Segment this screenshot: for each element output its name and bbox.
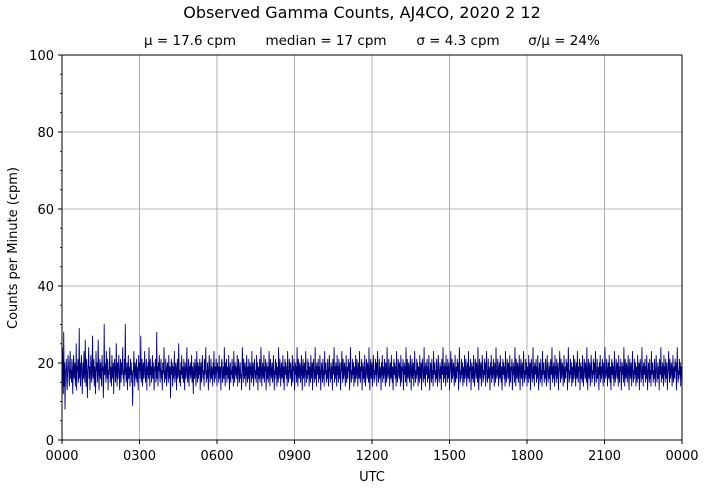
x-tick-label: 0900	[278, 449, 311, 464]
y-tick-label: 40	[37, 280, 54, 295]
x-axis-label: UTC	[359, 470, 385, 485]
y-tick-label: 80	[37, 126, 54, 141]
grid-lines	[62, 55, 682, 440]
x-tick-label: 1800	[510, 449, 543, 464]
y-tick-label: 20	[37, 357, 54, 372]
y-tick-label: 0	[46, 434, 54, 449]
series-line-gamma-counts	[61, 324, 683, 410]
y-axis-label: Counts per Minute (cpm)	[6, 167, 21, 329]
x-tick-label: 1200	[355, 449, 388, 464]
x-tick-label: 0300	[123, 449, 156, 464]
x-tick-label: 0000	[45, 449, 78, 464]
stat-sigma: σ = 4.3 cpm	[416, 33, 499, 49]
axis-ticks: 0000 0300 0600 0900 1200 1500 1800 2100 00000204…	[29, 49, 698, 464]
stat-ratio: σ/μ = 24%	[528, 33, 600, 49]
chart-title: Observed Gamma Counts, AJ4CO, 2020 2 12	[183, 3, 541, 22]
stat-mean: μ = 17.6 cpm	[144, 33, 236, 49]
y-tick-label: 60	[37, 203, 54, 218]
y-tick-label: 100	[29, 49, 54, 64]
x-tick-label: 0000	[665, 449, 698, 464]
x-tick-label: 0600	[200, 449, 233, 464]
x-tick-label: 1500	[433, 449, 466, 464]
stat-median: median = 17 cpm	[265, 33, 386, 49]
x-tick-label: 2100	[588, 449, 621, 464]
